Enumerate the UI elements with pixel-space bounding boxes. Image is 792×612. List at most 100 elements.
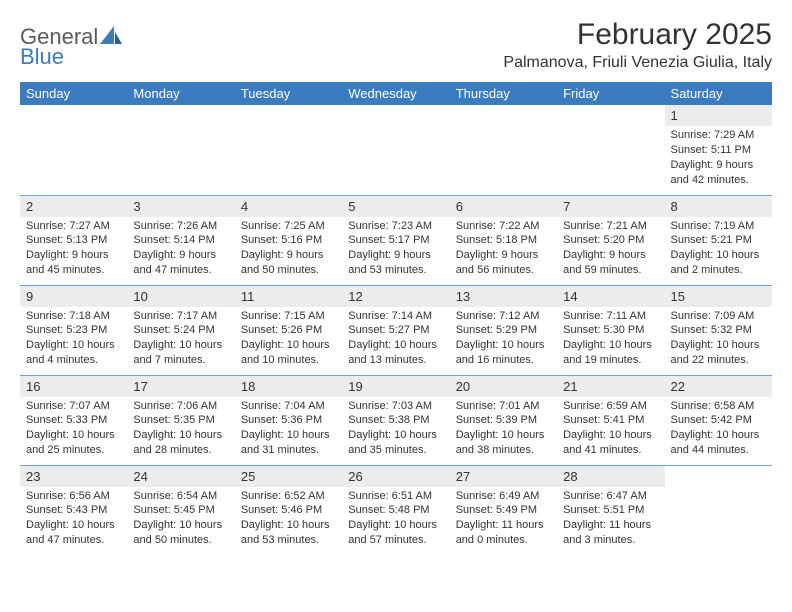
daylight-text: Daylight: 10 hours and 50 minutes. [133,518,228,548]
sunrise-text: Sunrise: 6:49 AM [456,489,551,504]
daylight-text: Daylight: 9 hours and 42 minutes. [671,158,766,188]
daylight-text: Daylight: 10 hours and 13 minutes. [348,338,443,368]
day-header: Wednesday [342,82,449,105]
sunrise-text: Sunrise: 7:12 AM [456,309,551,324]
day-details: Sunrise: 7:01 AMSunset: 5:39 PMDaylight:… [450,397,557,462]
day-details: Sunrise: 6:58 AMSunset: 5:42 PMDaylight:… [665,397,772,462]
daylight-text: Daylight: 9 hours and 47 minutes. [133,248,228,278]
sunset-text: Sunset: 5:14 PM [133,233,228,248]
day-cell: 5Sunrise: 7:23 AMSunset: 5:17 PMDaylight… [342,195,449,285]
location: Palmanova, Friuli Venezia Giulia, Italy [503,54,772,72]
day-cell [20,105,127,195]
day-cell: 8Sunrise: 7:19 AMSunset: 5:21 PMDaylight… [665,195,772,285]
day-header: Sunday [20,82,127,105]
sunrise-text: Sunrise: 7:22 AM [456,219,551,234]
day-cell: 14Sunrise: 7:11 AMSunset: 5:30 PMDayligh… [557,285,664,375]
logo: General Blue [20,24,122,70]
day-details: Sunrise: 7:25 AMSunset: 5:16 PMDaylight:… [235,217,342,282]
day-number: 27 [450,466,557,487]
day-cell: 13Sunrise: 7:12 AMSunset: 5:29 PMDayligh… [450,285,557,375]
day-header: Monday [127,82,234,105]
day-number: 22 [665,376,772,397]
day-number: 2 [20,196,127,217]
sunset-text: Sunset: 5:33 PM [26,413,121,428]
sunrise-text: Sunrise: 7:01 AM [456,399,551,414]
day-cell [450,105,557,195]
daylight-text: Daylight: 9 hours and 59 minutes. [563,248,658,278]
sunrise-text: Sunrise: 7:14 AM [348,309,443,324]
sunset-text: Sunset: 5:48 PM [348,503,443,518]
day-details: Sunrise: 7:29 AMSunset: 5:11 PMDaylight:… [665,126,772,191]
day-cell: 26Sunrise: 6:51 AMSunset: 5:48 PMDayligh… [342,465,449,555]
day-cell: 21Sunrise: 6:59 AMSunset: 5:41 PMDayligh… [557,375,664,465]
sunset-text: Sunset: 5:17 PM [348,233,443,248]
day-number: 18 [235,376,342,397]
sunrise-text: Sunrise: 7:03 AM [348,399,443,414]
sunset-text: Sunset: 5:51 PM [563,503,658,518]
sunrise-text: Sunrise: 7:11 AM [563,309,658,324]
title-block: February 2025 Palmanova, Friuli Venezia … [503,18,772,72]
sunset-text: Sunset: 5:11 PM [671,143,766,158]
day-details: Sunrise: 7:04 AMSunset: 5:36 PMDaylight:… [235,397,342,462]
day-number: 11 [235,286,342,307]
sunrise-text: Sunrise: 7:25 AM [241,219,336,234]
daylight-text: Daylight: 9 hours and 50 minutes. [241,248,336,278]
week-row: 23Sunrise: 6:56 AMSunset: 5:43 PMDayligh… [20,465,772,555]
day-number: 4 [235,196,342,217]
sunset-text: Sunset: 5:24 PM [133,323,228,338]
logo-sail-icon [100,26,122,44]
day-number: 16 [20,376,127,397]
sunset-text: Sunset: 5:41 PM [563,413,658,428]
sunrise-text: Sunrise: 7:18 AM [26,309,121,324]
daylight-text: Daylight: 10 hours and 47 minutes. [26,518,121,548]
sunrise-text: Sunrise: 7:15 AM [241,309,336,324]
daylight-text: Daylight: 9 hours and 56 minutes. [456,248,551,278]
day-cell: 27Sunrise: 6:49 AMSunset: 5:49 PMDayligh… [450,465,557,555]
day-number: 26 [342,466,449,487]
daylight-text: Daylight: 10 hours and 25 minutes. [26,428,121,458]
day-number: 10 [127,286,234,307]
week-row: 1Sunrise: 7:29 AMSunset: 5:11 PMDaylight… [20,105,772,195]
sunrise-text: Sunrise: 6:59 AM [563,399,658,414]
day-cell: 28Sunrise: 6:47 AMSunset: 5:51 PMDayligh… [557,465,664,555]
day-cell [235,105,342,195]
sunset-text: Sunset: 5:26 PM [241,323,336,338]
day-header-row: Sunday Monday Tuesday Wednesday Thursday… [20,82,772,105]
daylight-text: Daylight: 9 hours and 53 minutes. [348,248,443,278]
daylight-text: Daylight: 10 hours and 41 minutes. [563,428,658,458]
sunset-text: Sunset: 5:30 PM [563,323,658,338]
day-details: Sunrise: 6:51 AMSunset: 5:48 PMDaylight:… [342,487,449,552]
sunrise-text: Sunrise: 7:19 AM [671,219,766,234]
day-header: Saturday [665,82,772,105]
day-cell: 3Sunrise: 7:26 AMSunset: 5:14 PMDaylight… [127,195,234,285]
sunset-text: Sunset: 5:42 PM [671,413,766,428]
sunset-text: Sunset: 5:46 PM [241,503,336,518]
sunset-text: Sunset: 5:13 PM [26,233,121,248]
sunrise-text: Sunrise: 7:26 AM [133,219,228,234]
sunrise-text: Sunrise: 6:52 AM [241,489,336,504]
day-number: 17 [127,376,234,397]
sunset-text: Sunset: 5:45 PM [133,503,228,518]
sunrise-text: Sunrise: 7:21 AM [563,219,658,234]
sunset-text: Sunset: 5:35 PM [133,413,228,428]
daylight-text: Daylight: 10 hours and 22 minutes. [671,338,766,368]
daylight-text: Daylight: 10 hours and 53 minutes. [241,518,336,548]
sunset-text: Sunset: 5:29 PM [456,323,551,338]
month-title: February 2025 [503,18,772,52]
daylight-text: Daylight: 10 hours and 44 minutes. [671,428,766,458]
day-cell: 19Sunrise: 7:03 AMSunset: 5:38 PMDayligh… [342,375,449,465]
day-cell: 6Sunrise: 7:22 AMSunset: 5:18 PMDaylight… [450,195,557,285]
day-cell: 17Sunrise: 7:06 AMSunset: 5:35 PMDayligh… [127,375,234,465]
sunrise-text: Sunrise: 7:27 AM [26,219,121,234]
day-header: Friday [557,82,664,105]
day-cell [665,465,772,555]
sunrise-text: Sunrise: 6:51 AM [348,489,443,504]
sunrise-text: Sunrise: 6:47 AM [563,489,658,504]
day-number: 7 [557,196,664,217]
sunset-text: Sunset: 5:23 PM [26,323,121,338]
week-row: 2 Sunrise: 7:27 AMSunset: 5:13 PM Daylight… [20,195,772,285]
day-cell: 4Sunrise: 7:25 AMSunset: 5:16 PMDaylight… [235,195,342,285]
day-details: Sunrise: 6:59 AMSunset: 5:41 PMDaylight:… [557,397,664,462]
sunset-text: Sunset: 5:32 PM [671,323,766,338]
day-number: 19 [342,376,449,397]
